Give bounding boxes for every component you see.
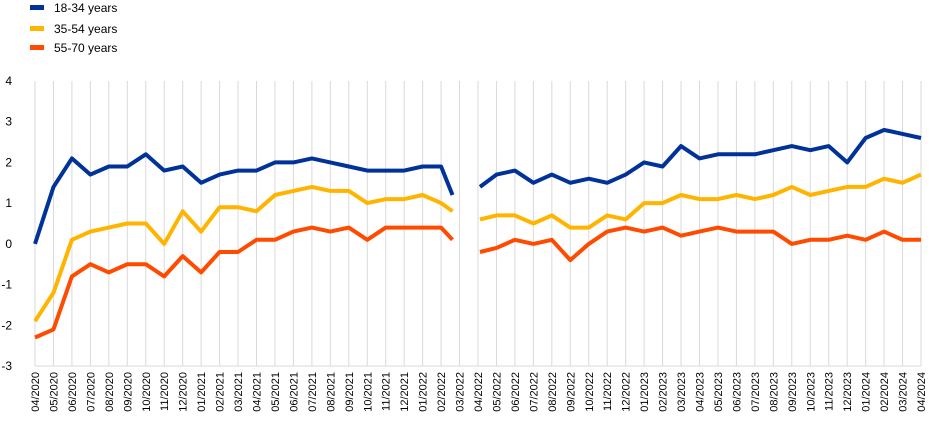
x-tick-label-31: 11/2022 [602, 372, 614, 411]
x-tick-label-17: 09/2021 [344, 372, 356, 412]
series-line-1-segment-0 [33, 184, 454, 323]
x-tick-label-33: 01/2023 [639, 372, 651, 412]
legend: 18-34 years 35-54 years 55-70 years [30, 1, 117, 55]
y-tick-label-0: -3 [1, 359, 12, 373]
x-tick-label-7: 11/2020 [159, 372, 171, 411]
legend-label-1: 35-54 years [54, 22, 117, 36]
x-tick-label-11: 03/2021 [233, 372, 245, 412]
legend-label-0: 18-34 years [54, 1, 117, 15]
x-tick-label-5: 09/2020 [122, 372, 134, 412]
x-tick-label-3: 07/2020 [85, 372, 97, 412]
x-tick-label-45: 01/2024 [861, 372, 873, 412]
legend-swatch-1 [30, 26, 44, 31]
legend-item-1: 35-54 years [30, 22, 117, 36]
legend-swatch-2 [30, 45, 44, 50]
y-tick-label-7: 4 [5, 74, 12, 88]
y-tick-label-3: 0 [5, 237, 12, 251]
x-tick-label-37: 05/2023 [713, 372, 725, 412]
y-tick-label-5: 2 [5, 155, 12, 169]
legend-swatch-0 [30, 5, 44, 10]
series-line-0-segment-0 [33, 152, 455, 245]
x-tick-label-4: 08/2020 [104, 372, 116, 412]
x-tick-label-38: 06/2023 [731, 372, 743, 412]
series-lines [33, 127, 922, 340]
x-tick-label-18: 10/2021 [362, 372, 374, 412]
x-tick-label-40: 08/2023 [768, 372, 780, 412]
x-tick-label-2: 06/2020 [67, 372, 79, 412]
x-tick-label-22: 02/2022 [436, 372, 448, 412]
grid [34, 81, 922, 367]
legend-item-0: 18-34 years [30, 1, 117, 15]
x-tick-label-26: 06/2022 [510, 372, 522, 412]
x-tick-label-10: 02/2021 [215, 372, 227, 412]
x-tick-label-27: 07/2022 [528, 372, 540, 412]
x-tick-label-35: 03/2023 [676, 372, 688, 412]
series-line-0-segment-1 [478, 127, 922, 189]
y-tick-label-4: 1 [5, 196, 12, 210]
x-tick-label-47: 03/2024 [898, 372, 910, 412]
y-tick-label-1: -2 [1, 318, 12, 332]
x-tick-label-36: 04/2023 [695, 372, 707, 412]
series-line-2-segment-0 [34, 225, 454, 340]
x-tick-label-43: 11/2023 [824, 372, 836, 411]
x-axis-ticks: 04/2020 05/2020 06/2020 07/2020 08/2020 09/20… [30, 372, 928, 412]
y-axis-ticks: -3 -2 -1 0 1 2 3 4 [1, 74, 12, 373]
legend-label-2: 55-70 years [54, 41, 117, 55]
x-tick-label-16: 08/2021 [325, 372, 337, 412]
x-tick-label-39: 07/2023 [750, 372, 762, 412]
x-tick-label-6: 10/2020 [141, 372, 153, 412]
x-tick-label-21: 01/2022 [418, 372, 430, 412]
x-tick-label-30: 10/2022 [584, 372, 596, 412]
y-tick-label-2: -1 [1, 278, 12, 292]
legend-item-2: 55-70 years [30, 41, 117, 55]
x-tick-label-28: 08/2022 [547, 372, 559, 412]
x-tick-label-29: 09/2022 [565, 372, 577, 412]
x-tick-label-15: 07/2021 [307, 372, 319, 412]
x-tick-label-44: 12/2023 [842, 372, 854, 412]
x-tick-label-13: 05/2021 [270, 372, 282, 412]
x-tick-label-20: 12/2021 [399, 372, 411, 412]
x-tick-label-34: 02/2023 [658, 372, 670, 412]
x-tick-label-0: 04/2020 [30, 372, 42, 412]
x-tick-label-41: 09/2023 [787, 372, 799, 412]
x-tick-label-42: 10/2023 [805, 372, 817, 412]
series-line-2-segment-1 [479, 225, 921, 263]
x-tick-label-25: 05/2022 [491, 372, 503, 412]
x-tick-label-23: 03/2022 [455, 372, 467, 412]
x-tick-label-24: 04/2022 [473, 372, 485, 412]
series-line-1-segment-1 [479, 172, 922, 230]
x-tick-label-1: 05/2020 [48, 372, 60, 412]
x-tick-label-14: 06/2021 [288, 372, 300, 412]
x-tick-label-12: 04/2021 [252, 372, 264, 412]
x-tick-label-19: 11/2021 [381, 372, 393, 411]
x-tick-label-9: 01/2021 [196, 372, 208, 412]
y-tick-label-6: 3 [5, 115, 12, 129]
x-tick-label-32: 12/2022 [621, 372, 633, 412]
x-tick-label-8: 12/2020 [178, 372, 190, 412]
x-tick-label-46: 02/2024 [879, 372, 891, 412]
x-tick-label-48: 04/2024 [916, 372, 928, 412]
